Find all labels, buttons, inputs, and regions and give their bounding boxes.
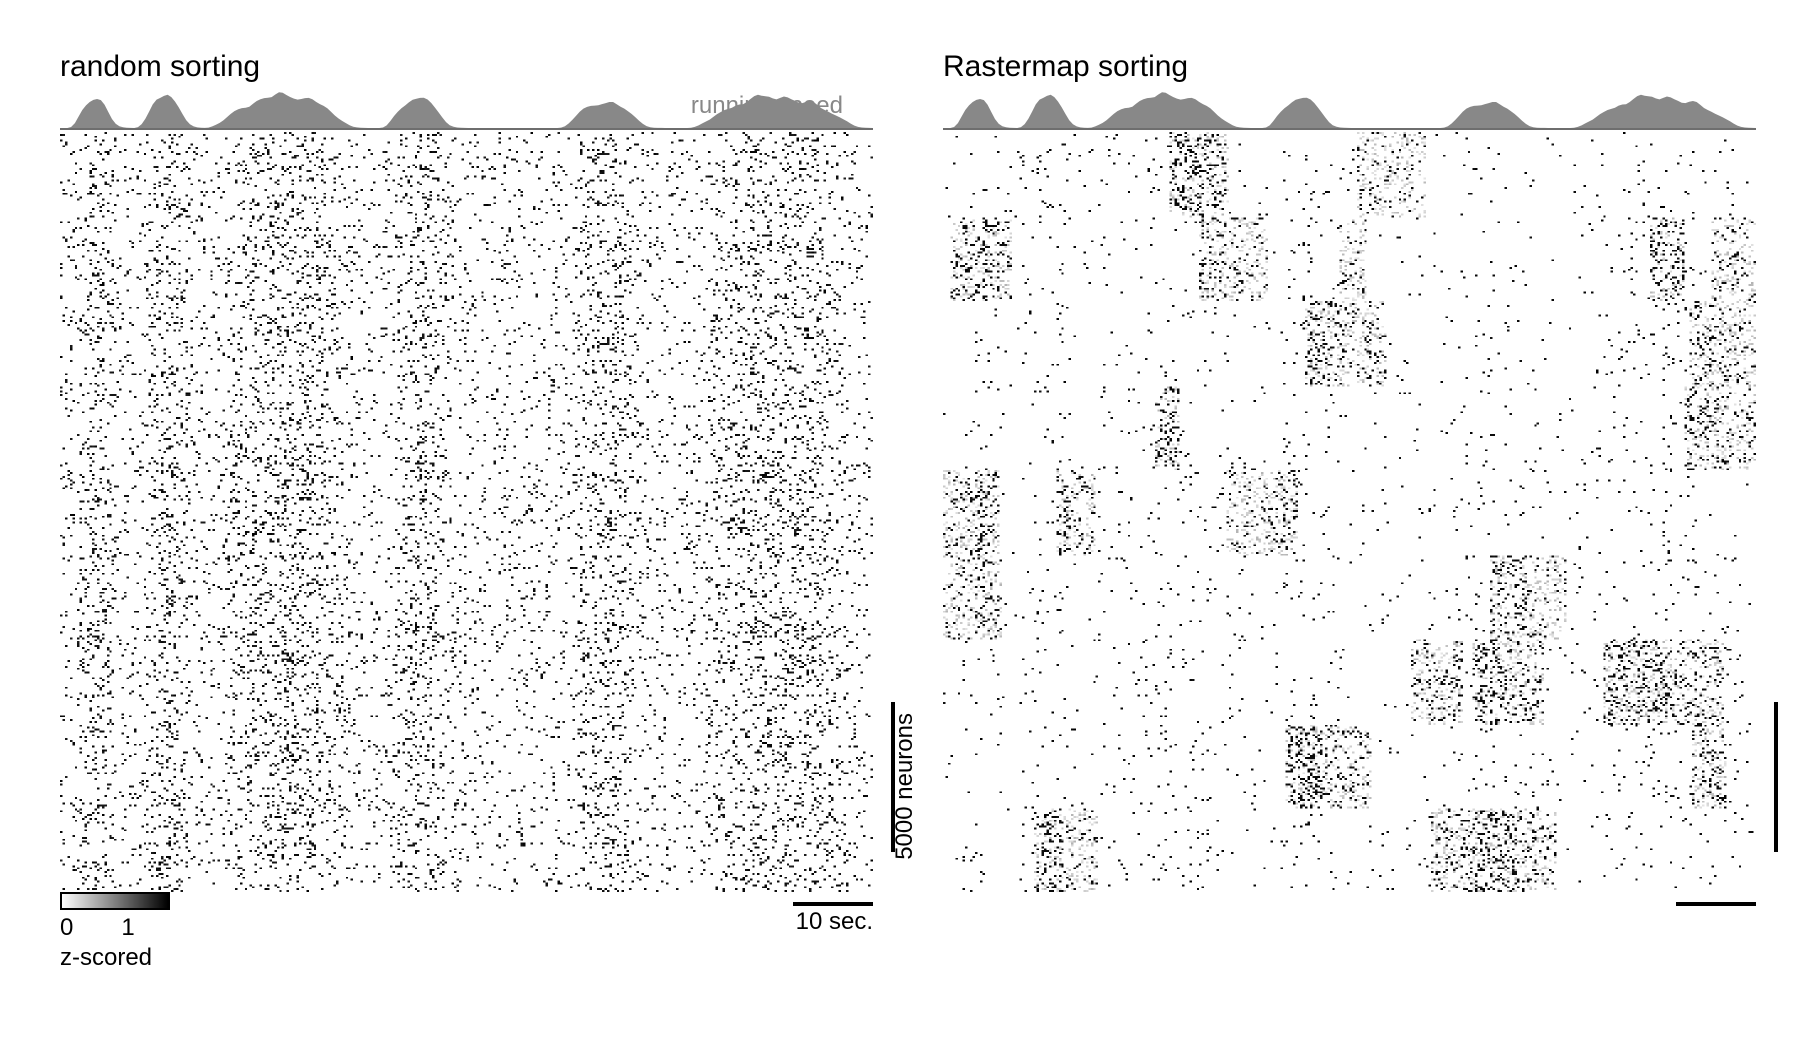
colorbar-tick-1: 1: [121, 914, 134, 942]
colorbar-label: z-scored: [60, 944, 170, 972]
y-scale-bar-b: [1774, 702, 1778, 852]
raster-canvas-b: [943, 132, 1756, 892]
y-scale-label-a: 5000 neurons: [891, 713, 919, 860]
colorbar: [60, 892, 170, 910]
raster-b: [943, 132, 1756, 892]
colorbar-group: 0 1 z-scored: [60, 892, 170, 972]
figure-container: random sorting running speed 5000 neuron…: [0, 0, 1816, 932]
colorbar-tick-0: 0: [60, 914, 73, 942]
panel-a-title: random sorting: [60, 50, 873, 84]
raster-canvas-a: [60, 132, 873, 892]
panel-rastermap-sorting: Rastermap sorting: [943, 50, 1756, 892]
x-scale-bar-b: [1676, 902, 1756, 906]
colorbar-ticks: 0 1: [60, 914, 170, 942]
panel-b-title: Rastermap sorting: [943, 50, 1756, 84]
panel-random-sorting: random sorting running speed 5000 neuron…: [60, 50, 873, 892]
speed-trace-svg-b: [943, 90, 1756, 130]
speed-trace-svg-a: [60, 90, 873, 130]
x-scale-label-a: 10 sec.: [796, 908, 873, 936]
raster-a: 5000 neurons 10 sec. 0 1 z-scored: [60, 132, 873, 892]
speed-trace-b: [943, 90, 1756, 130]
speed-trace-a: [60, 90, 873, 130]
x-scale-bar-a: [793, 902, 873, 906]
